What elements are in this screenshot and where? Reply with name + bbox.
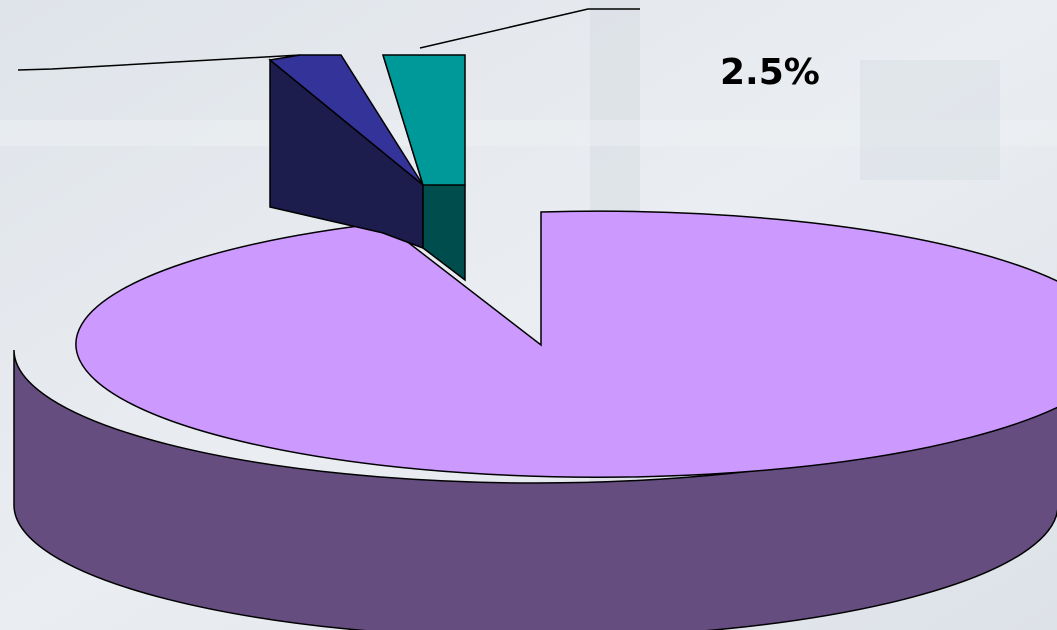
slice-main-top: [75, 210, 1057, 478]
leader-line-teal: [419, 8, 640, 49]
slice-navy-top: [268, 54, 424, 186]
data-label-teal: 2.5%: [720, 52, 820, 93]
leader-line-navy: [17, 54, 301, 71]
slice-main-side: [13, 349, 1057, 630]
slice-teal-top: [381, 54, 466, 186]
